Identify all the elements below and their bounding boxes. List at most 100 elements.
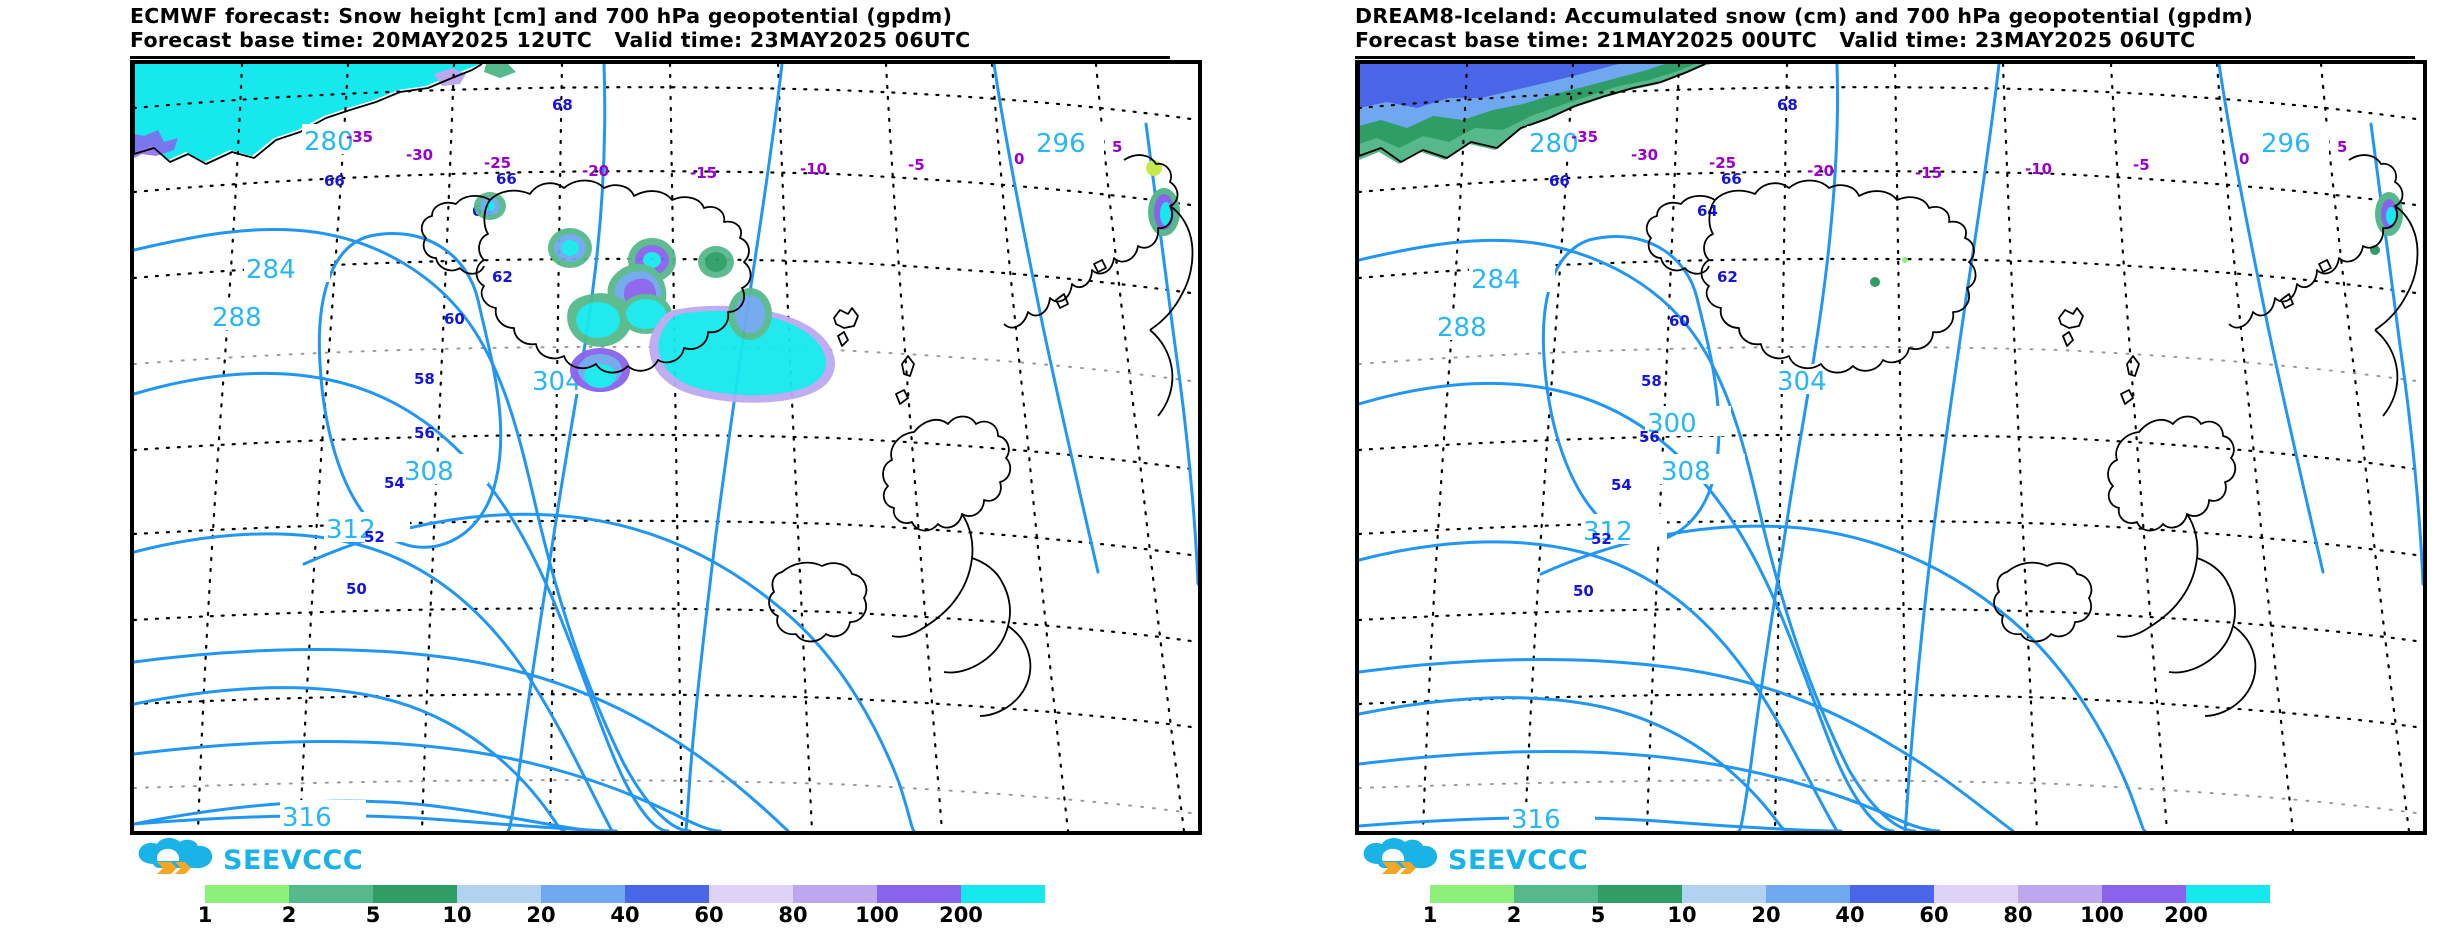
svg-text:304: 304 (1777, 367, 1827, 397)
svg-text:-25: -25 (484, 154, 511, 172)
svg-text:296: 296 (1036, 129, 1086, 159)
title-underline (1355, 56, 2415, 59)
map-canvas-ecmwf: .ct{fill:none;stroke:#2196f3;stroke-widt… (134, 64, 1198, 831)
snow-shading-norway (2370, 192, 2403, 255)
panel-dream8: DREAM8-Iceland: Accumulated snow (cm) an… (1225, 0, 2449, 927)
svg-text:56: 56 (414, 424, 435, 442)
colorbar-tick: 100 (2080, 903, 2124, 927)
longitude-labels: -35 -30 -25 -20 -15 -10 -5 0 5 (346, 128, 1122, 182)
colorbar-swatch (1934, 885, 2018, 903)
colorbar-tick: 1 (197, 903, 213, 927)
logo-text: SEEVCCC (223, 845, 363, 876)
colorbar-tick: 200 (2164, 903, 2208, 927)
svg-text:66: 66 (324, 172, 345, 190)
colorbar-swatch (1682, 885, 1766, 903)
greenland-shape (134, 64, 516, 165)
colorbar-dream8 (1430, 885, 2270, 903)
panel-ecmwf: ECMWF forecast: Snow height [cm] and 700… (0, 0, 1224, 927)
svg-text:0: 0 (1014, 150, 1024, 168)
svg-text:312: 312 (1583, 517, 1633, 547)
svg-text:56: 56 (1639, 428, 1660, 446)
svg-text:316: 316 (1511, 805, 1561, 831)
title-underline (130, 56, 1170, 59)
colorbar-swatch (625, 885, 709, 903)
colorbar-swatch (709, 885, 793, 903)
panel-title-block: DREAM8-Iceland: Accumulated snow (cm) an… (1355, 4, 2430, 52)
colorbar-swatch (877, 885, 961, 903)
snow-shading-iceland (1870, 257, 1908, 287)
colorbar-tick: 5 (365, 903, 381, 927)
svg-text:280: 280 (304, 127, 354, 157)
logo-svg: SEEVCCC (138, 838, 363, 876)
colorbar-tick: 5 (1590, 903, 1606, 927)
colorbar-swatch (205, 885, 289, 903)
svg-text:60: 60 (1669, 312, 1690, 330)
svg-text:5: 5 (2337, 138, 2347, 156)
svg-text:284: 284 (1471, 265, 1521, 295)
seevccc-logo: SEEVCCC (1360, 838, 1590, 880)
panel-title-line1: DREAM8-Iceland: Accumulated snow (cm) an… (1355, 4, 2253, 28)
colorbar-tick: 60 (694, 903, 724, 927)
colorbar-swatch (1514, 885, 1598, 903)
colorbar-swatch (289, 885, 373, 903)
svg-text:300: 300 (1647, 409, 1697, 439)
svg-text:-10: -10 (2025, 160, 2052, 178)
svg-text:62: 62 (1717, 268, 1738, 286)
cloud-icon (138, 838, 213, 869)
colorbar-tick: 40 (610, 903, 640, 927)
colorbar-tick: 20 (1751, 903, 1781, 927)
colorbar-swatch (1850, 885, 1934, 903)
svg-text:0: 0 (2239, 150, 2249, 168)
svg-text:296: 296 (2261, 129, 2311, 159)
colorbar-tick: 200 (939, 903, 983, 927)
contour-labels: 280 284 288 296 304 308 312 316 (210, 124, 1104, 831)
longitude-labels: -35 -30 -25 -20 -15 -10 -5 0 5 (1571, 128, 2347, 182)
map-canvas-dream8: .ct2{fill:none;stroke:#2196f3;stroke-wid… (1359, 64, 2423, 831)
svg-text:288: 288 (212, 303, 262, 333)
svg-text:-35: -35 (346, 128, 373, 146)
map-frame-ecmwf[interactable]: .ct{fill:none;stroke:#2196f3;stroke-widt… (130, 60, 1202, 835)
svg-text:68: 68 (1777, 96, 1798, 114)
colorbar-swatch (2018, 885, 2102, 903)
svg-text:50: 50 (1573, 582, 1594, 600)
svg-text:-15: -15 (1915, 164, 1942, 182)
svg-text:-35: -35 (1571, 128, 1598, 146)
colorbar-tick: 20 (526, 903, 556, 927)
svg-text:312: 312 (326, 515, 376, 545)
svg-text:62: 62 (492, 268, 513, 286)
panel-title-line2: Forecast base time: 20MAY2025 12UTC Vali… (130, 28, 971, 52)
colorbar-swatch (541, 885, 625, 903)
logo-svg: SEEVCCC (1363, 838, 1588, 876)
colorbar-ecmwf (205, 885, 1045, 903)
map-frame-dream8[interactable]: .ct2{fill:none;stroke:#2196f3;stroke-wid… (1355, 60, 2427, 835)
colorbar-swatch (793, 885, 877, 903)
colorbar-tick: 2 (1506, 903, 1522, 927)
chevron-icon (1382, 862, 1416, 874)
svg-text:-30: -30 (1631, 146, 1658, 164)
colorbar-tick: 100 (855, 903, 899, 927)
svg-text:54: 54 (384, 474, 405, 492)
svg-text:316: 316 (282, 803, 332, 831)
svg-text:280: 280 (1529, 129, 1579, 159)
colorbar-tick: 2 (281, 903, 297, 927)
svg-text:-20: -20 (1807, 162, 1834, 180)
colorbar-swatch (1430, 885, 1514, 903)
svg-text:54: 54 (1611, 476, 1632, 494)
panel-title-block: ECMWF forecast: Snow height [cm] and 700… (130, 4, 1205, 52)
svg-text:-25: -25 (1709, 154, 1736, 172)
latitude-labels: 68 66 66 64 62 60 58 56 54 52 50 (1549, 96, 1798, 600)
colorbar-tick: 1 (1422, 903, 1438, 927)
svg-text:284: 284 (246, 255, 296, 285)
svg-text:64: 64 (1697, 202, 1718, 220)
cloud-icon (1363, 838, 1438, 869)
coastlines (420, 154, 1194, 717)
svg-text:308: 308 (404, 457, 454, 487)
svg-text:58: 58 (1641, 372, 1662, 390)
colorbar-swatch (2186, 885, 2270, 903)
contour-labels: 280 284 288 296 300 304 308 312 (1435, 126, 2329, 831)
svg-text:50: 50 (346, 580, 367, 598)
colorbar-tick: 80 (778, 903, 808, 927)
svg-text:60: 60 (444, 310, 465, 328)
svg-text:5: 5 (1112, 138, 1122, 156)
